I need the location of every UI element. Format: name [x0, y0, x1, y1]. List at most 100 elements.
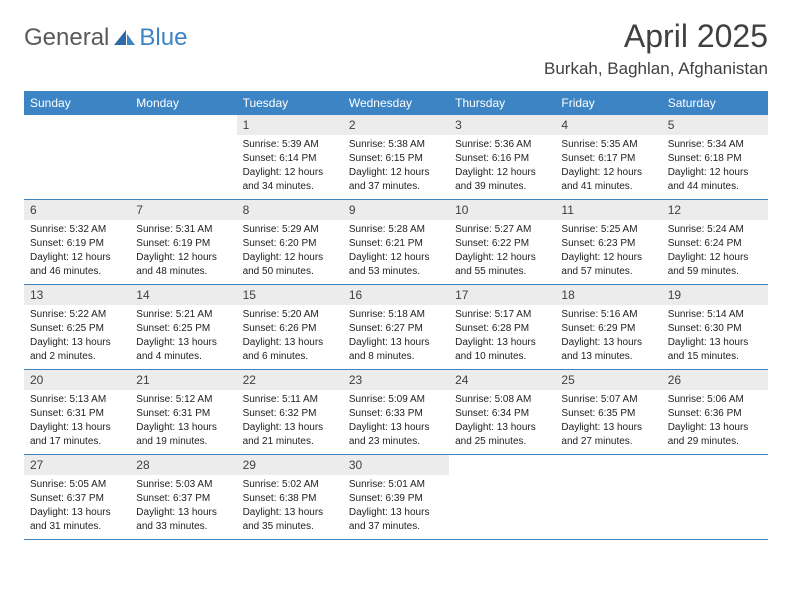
calendar-cell: [662, 455, 768, 540]
calendar-cell: 8Sunrise: 5:29 AMSunset: 6:20 PMDaylight…: [237, 200, 343, 285]
calendar-cell: 5Sunrise: 5:34 AMSunset: 6:18 PMDaylight…: [662, 115, 768, 200]
calendar-cell: 28Sunrise: 5:03 AMSunset: 6:37 PMDayligh…: [130, 455, 236, 540]
day-number: 4: [555, 115, 661, 135]
day-number: 3: [449, 115, 555, 135]
calendar-cell: [130, 115, 236, 200]
day-details: Sunrise: 5:24 AMSunset: 6:24 PMDaylight:…: [662, 220, 768, 284]
day-number: 15: [237, 285, 343, 305]
day-number: 23: [343, 370, 449, 390]
day-number: 6: [24, 200, 130, 220]
calendar-cell: [555, 455, 661, 540]
calendar-cell: 9Sunrise: 5:28 AMSunset: 6:21 PMDaylight…: [343, 200, 449, 285]
calendar-row: 6Sunrise: 5:32 AMSunset: 6:19 PMDaylight…: [24, 200, 768, 285]
day-number: 13: [24, 285, 130, 305]
calendar-cell: 10Sunrise: 5:27 AMSunset: 6:22 PMDayligh…: [449, 200, 555, 285]
calendar-cell: 25Sunrise: 5:07 AMSunset: 6:35 PMDayligh…: [555, 370, 661, 455]
calendar-cell: 21Sunrise: 5:12 AMSunset: 6:31 PMDayligh…: [130, 370, 236, 455]
day-details: Sunrise: 5:08 AMSunset: 6:34 PMDaylight:…: [449, 390, 555, 454]
title-block: April 2025 Burkah, Baghlan, Afghanistan: [544, 18, 768, 79]
calendar-cell: 4Sunrise: 5:35 AMSunset: 6:17 PMDaylight…: [555, 115, 661, 200]
day-number: 16: [343, 285, 449, 305]
day-details: Sunrise: 5:39 AMSunset: 6:14 PMDaylight:…: [237, 135, 343, 199]
calendar-cell: 6Sunrise: 5:32 AMSunset: 6:19 PMDaylight…: [24, 200, 130, 285]
day-details: Sunrise: 5:09 AMSunset: 6:33 PMDaylight:…: [343, 390, 449, 454]
calendar-cell: 13Sunrise: 5:22 AMSunset: 6:25 PMDayligh…: [24, 285, 130, 370]
calendar-cell: 30Sunrise: 5:01 AMSunset: 6:39 PMDayligh…: [343, 455, 449, 540]
weekday-header: Monday: [130, 91, 236, 115]
day-number: 14: [130, 285, 236, 305]
calendar-cell: [449, 455, 555, 540]
weekday-header: Saturday: [662, 91, 768, 115]
day-details: Sunrise: 5:36 AMSunset: 6:16 PMDaylight:…: [449, 135, 555, 199]
calendar-row: 1Sunrise: 5:39 AMSunset: 6:14 PMDaylight…: [24, 115, 768, 200]
day-number: 2: [343, 115, 449, 135]
day-details: Sunrise: 5:14 AMSunset: 6:30 PMDaylight:…: [662, 305, 768, 369]
day-number: 24: [449, 370, 555, 390]
weekday-header: Sunday: [24, 91, 130, 115]
day-number: 19: [662, 285, 768, 305]
day-details: Sunrise: 5:02 AMSunset: 6:38 PMDaylight:…: [237, 475, 343, 539]
calendar-cell: 11Sunrise: 5:25 AMSunset: 6:23 PMDayligh…: [555, 200, 661, 285]
calendar-row: 20Sunrise: 5:13 AMSunset: 6:31 PMDayligh…: [24, 370, 768, 455]
day-number: 5: [662, 115, 768, 135]
day-number: 9: [343, 200, 449, 220]
day-number: 17: [449, 285, 555, 305]
day-details: Sunrise: 5:27 AMSunset: 6:22 PMDaylight:…: [449, 220, 555, 284]
calendar-cell: 27Sunrise: 5:05 AMSunset: 6:37 PMDayligh…: [24, 455, 130, 540]
day-number: 7: [130, 200, 236, 220]
calendar-cell: 22Sunrise: 5:11 AMSunset: 6:32 PMDayligh…: [237, 370, 343, 455]
calendar-row: 27Sunrise: 5:05 AMSunset: 6:37 PMDayligh…: [24, 455, 768, 540]
day-number: 27: [24, 455, 130, 475]
calendar-cell: 14Sunrise: 5:21 AMSunset: 6:25 PMDayligh…: [130, 285, 236, 370]
calendar-cell: 24Sunrise: 5:08 AMSunset: 6:34 PMDayligh…: [449, 370, 555, 455]
day-number: 21: [130, 370, 236, 390]
day-details: Sunrise: 5:13 AMSunset: 6:31 PMDaylight:…: [24, 390, 130, 454]
logo-sail-icon: [113, 29, 137, 47]
weekday-header: Tuesday: [237, 91, 343, 115]
day-details: Sunrise: 5:22 AMSunset: 6:25 PMDaylight:…: [24, 305, 130, 369]
day-number: 1: [237, 115, 343, 135]
logo-text-2: Blue: [139, 24, 187, 52]
calendar-table: Sunday Monday Tuesday Wednesday Thursday…: [24, 91, 768, 540]
calendar-cell: 15Sunrise: 5:20 AMSunset: 6:26 PMDayligh…: [237, 285, 343, 370]
day-details: Sunrise: 5:18 AMSunset: 6:27 PMDaylight:…: [343, 305, 449, 369]
calendar-row: 13Sunrise: 5:22 AMSunset: 6:25 PMDayligh…: [24, 285, 768, 370]
day-number: 12: [662, 200, 768, 220]
calendar-cell: 26Sunrise: 5:06 AMSunset: 6:36 PMDayligh…: [662, 370, 768, 455]
weekday-header-row: Sunday Monday Tuesday Wednesday Thursday…: [24, 91, 768, 115]
day-number: 8: [237, 200, 343, 220]
day-number: 10: [449, 200, 555, 220]
weekday-header: Wednesday: [343, 91, 449, 115]
day-details: Sunrise: 5:35 AMSunset: 6:17 PMDaylight:…: [555, 135, 661, 199]
day-number: 20: [24, 370, 130, 390]
header: General Blue April 2025 Burkah, Baghlan,…: [24, 18, 768, 79]
day-details: Sunrise: 5:12 AMSunset: 6:31 PMDaylight:…: [130, 390, 236, 454]
calendar-cell: 2Sunrise: 5:38 AMSunset: 6:15 PMDaylight…: [343, 115, 449, 200]
page-title: April 2025: [544, 18, 768, 55]
day-details: Sunrise: 5:21 AMSunset: 6:25 PMDaylight:…: [130, 305, 236, 369]
calendar-cell: 17Sunrise: 5:17 AMSunset: 6:28 PMDayligh…: [449, 285, 555, 370]
day-number: 26: [662, 370, 768, 390]
day-details: Sunrise: 5:28 AMSunset: 6:21 PMDaylight:…: [343, 220, 449, 284]
day-details: Sunrise: 5:31 AMSunset: 6:19 PMDaylight:…: [130, 220, 236, 284]
day-details: Sunrise: 5:34 AMSunset: 6:18 PMDaylight:…: [662, 135, 768, 199]
day-details: Sunrise: 5:38 AMSunset: 6:15 PMDaylight:…: [343, 135, 449, 199]
calendar-cell: [24, 115, 130, 200]
day-details: Sunrise: 5:03 AMSunset: 6:37 PMDaylight:…: [130, 475, 236, 539]
calendar-cell: 3Sunrise: 5:36 AMSunset: 6:16 PMDaylight…: [449, 115, 555, 200]
day-number: 30: [343, 455, 449, 475]
day-number: 25: [555, 370, 661, 390]
calendar-cell: 20Sunrise: 5:13 AMSunset: 6:31 PMDayligh…: [24, 370, 130, 455]
day-number: 22: [237, 370, 343, 390]
day-details: Sunrise: 5:11 AMSunset: 6:32 PMDaylight:…: [237, 390, 343, 454]
day-details: Sunrise: 5:29 AMSunset: 6:20 PMDaylight:…: [237, 220, 343, 284]
day-details: Sunrise: 5:05 AMSunset: 6:37 PMDaylight:…: [24, 475, 130, 539]
calendar-cell: 12Sunrise: 5:24 AMSunset: 6:24 PMDayligh…: [662, 200, 768, 285]
day-details: Sunrise: 5:17 AMSunset: 6:28 PMDaylight:…: [449, 305, 555, 369]
day-details: Sunrise: 5:07 AMSunset: 6:35 PMDaylight:…: [555, 390, 661, 454]
calendar-body: 1Sunrise: 5:39 AMSunset: 6:14 PMDaylight…: [24, 115, 768, 540]
weekday-header: Friday: [555, 91, 661, 115]
day-details: Sunrise: 5:25 AMSunset: 6:23 PMDaylight:…: [555, 220, 661, 284]
calendar-cell: 1Sunrise: 5:39 AMSunset: 6:14 PMDaylight…: [237, 115, 343, 200]
logo-text-1: General: [24, 24, 109, 52]
